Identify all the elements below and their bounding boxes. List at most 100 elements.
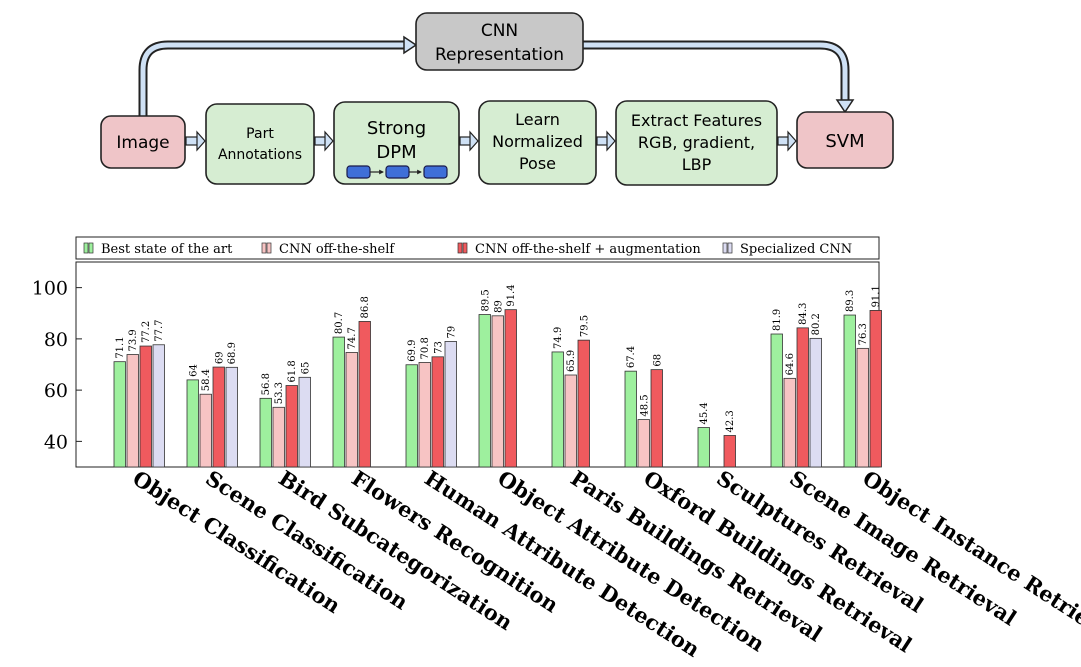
bar xyxy=(444,341,457,468)
legend-swatch xyxy=(83,242,89,254)
bar xyxy=(332,336,345,468)
node-strong-dpm: Strong DPM xyxy=(333,101,460,185)
node-svm: SVM xyxy=(796,111,894,169)
bar-value-label: 53.3 xyxy=(274,382,285,404)
node-pose-line1: Learn xyxy=(515,110,560,129)
bar xyxy=(418,362,431,468)
bar-value-label: 89.5 xyxy=(480,289,491,311)
bar-chart: Best state of the art CNN off-the-shelf CN… xyxy=(32,236,1081,662)
cnn-path-connector xyxy=(138,35,855,118)
legend-item: CNN off-the-shelf xyxy=(261,242,395,257)
arrow-features-svm xyxy=(777,130,797,152)
arrow-dpm-pose xyxy=(459,130,479,152)
bar xyxy=(298,376,311,468)
bar xyxy=(212,366,225,468)
node-image: Image xyxy=(100,115,186,169)
bar xyxy=(405,364,418,468)
node-part-annotations: Part Annotations xyxy=(205,103,315,185)
bar-value-label: 56.8 xyxy=(261,373,272,395)
bar-value-label: 81.9 xyxy=(772,309,783,331)
bar-value-label: 68.9 xyxy=(227,342,238,364)
bar xyxy=(783,377,796,468)
legend-swatch xyxy=(462,242,468,254)
pipeline-arrows xyxy=(185,130,797,152)
node-cnn-line2: Representation xyxy=(435,45,564,65)
bar-value-label: 70.8 xyxy=(420,337,431,359)
bar xyxy=(126,354,139,468)
dpm-parts-icon xyxy=(346,165,448,179)
bar xyxy=(431,356,444,468)
bar-value-label: 69 xyxy=(214,351,225,364)
node-svm-label: SVM xyxy=(825,131,864,152)
pipeline-diagram: CNN Representation Image Part Annotation… xyxy=(100,12,894,186)
node-image-label: Image xyxy=(116,133,169,153)
bar-value-label: 91.4 xyxy=(506,284,517,306)
bar xyxy=(358,321,371,468)
bar xyxy=(478,314,491,468)
bar-value-label: 79.5 xyxy=(579,315,590,337)
y-tick-label: 60 xyxy=(44,380,68,402)
bar-value-label: 61.8 xyxy=(287,360,298,382)
bar xyxy=(225,366,238,468)
node-pose-line3: Pose xyxy=(519,154,556,173)
y-tick-label: 100 xyxy=(32,278,68,300)
bar-value-label: 89 xyxy=(493,300,504,313)
bar xyxy=(869,310,882,468)
bar xyxy=(259,397,272,468)
arrow-image-part xyxy=(185,130,206,152)
node-part-line1: Part xyxy=(246,126,274,142)
node-learn-normalized-pose: Learn Normalized Pose xyxy=(478,100,597,185)
bar-value-label: 67.4 xyxy=(626,346,637,368)
node-part-line2: Annotations xyxy=(218,147,302,163)
bar-value-label: 48.5 xyxy=(639,394,650,416)
bar-value-label: 80.7 xyxy=(334,312,345,334)
bar xyxy=(199,393,212,468)
node-cnn-line1: CNN xyxy=(481,21,518,41)
legend-label: Specialized CNN xyxy=(740,242,852,257)
bar-value-label: 91.1 xyxy=(871,285,882,307)
y-tick-label: 80 xyxy=(44,329,68,351)
bar-value-label: 64 xyxy=(188,364,199,377)
bar-value-label: 65.9 xyxy=(566,350,577,372)
bar xyxy=(796,327,809,468)
bar-value-label: 64.6 xyxy=(785,353,796,375)
chart-legend: Best state of the art CNN off-the-shelf CN… xyxy=(75,236,880,260)
arrow-pose-features xyxy=(596,130,616,152)
legend-item: Specialized CNN xyxy=(722,242,852,257)
bar-value-label: 74.7 xyxy=(347,327,358,349)
legend-swatch xyxy=(266,242,272,254)
bar xyxy=(504,309,517,468)
node-extract-features: Extract Features RGB, gradient, LBP xyxy=(615,100,778,186)
bar-value-label: 77.7 xyxy=(154,320,165,342)
bar xyxy=(272,406,285,468)
bar xyxy=(697,427,710,468)
bar-value-label: 84.3 xyxy=(798,303,809,325)
legend-swatch xyxy=(727,242,733,254)
bar-value-label: 80.2 xyxy=(811,313,822,335)
bar xyxy=(809,337,822,468)
bar xyxy=(624,370,637,468)
node-features-line1: Extract Features xyxy=(631,111,762,130)
legend-label: CNN off-the-shelf + augmentation xyxy=(475,242,701,257)
bar xyxy=(843,314,856,468)
bar xyxy=(723,435,736,468)
bar-value-label: 74.9 xyxy=(553,327,564,349)
legend-swatch xyxy=(722,242,728,254)
bar-value-label: 77.2 xyxy=(141,321,152,343)
node-features-line2: RGB, gradient, xyxy=(638,133,755,152)
bar-value-label: 65 xyxy=(300,362,311,375)
node-features-line3: LBP xyxy=(682,155,712,174)
node-cnn-representation: CNN Representation xyxy=(415,12,584,71)
bar-value-label: 68 xyxy=(652,354,663,367)
node-dpm-line1: Strong xyxy=(367,118,426,139)
node-pose-line2: Normalized xyxy=(492,132,583,151)
bar xyxy=(770,333,783,468)
bar xyxy=(856,347,869,468)
bar-value-label: 86.8 xyxy=(360,296,371,318)
bar-value-label: 73 xyxy=(433,341,444,354)
node-dpm-line2: DPM xyxy=(376,142,416,163)
bar-value-label: 71.1 xyxy=(115,336,126,358)
bar xyxy=(139,345,152,468)
legend-label: CNN off-the-shelf xyxy=(279,242,395,257)
